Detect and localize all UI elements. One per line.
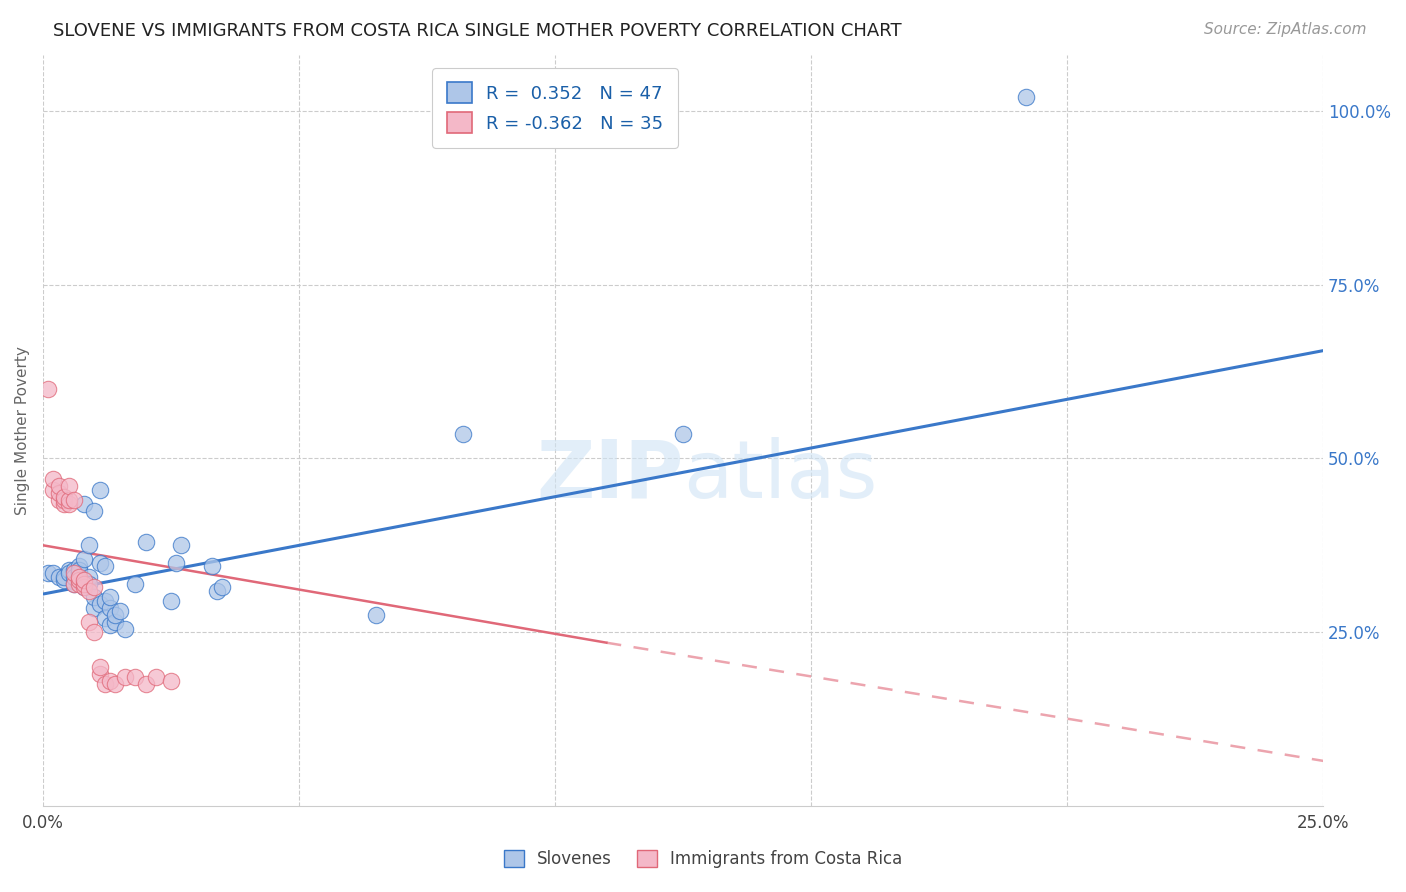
Point — [73, 580, 96, 594]
Point — [42, 566, 65, 581]
Point — [63, 576, 86, 591]
Point — [104, 615, 127, 629]
Point — [83, 625, 105, 640]
Point — [83, 503, 105, 517]
Point — [93, 559, 115, 574]
Point — [48, 479, 70, 493]
Point — [52, 573, 75, 587]
Point — [170, 538, 193, 552]
Point — [37, 382, 59, 396]
Point — [48, 569, 70, 583]
Point — [77, 615, 100, 629]
Point — [104, 677, 127, 691]
Point — [77, 569, 100, 583]
Point — [58, 493, 80, 508]
Point — [73, 580, 96, 594]
Point — [77, 576, 100, 591]
Point — [124, 576, 146, 591]
Point — [89, 598, 111, 612]
Point — [67, 563, 90, 577]
Point — [67, 576, 90, 591]
Point — [98, 618, 121, 632]
Point — [89, 667, 111, 681]
Point — [93, 677, 115, 691]
Point — [48, 486, 70, 500]
Point — [73, 552, 96, 566]
Point — [1015, 90, 1038, 104]
Point — [67, 569, 90, 583]
Point — [145, 670, 167, 684]
Point — [48, 493, 70, 508]
Text: ZIP: ZIP — [536, 437, 683, 515]
Point — [67, 566, 90, 581]
Point — [77, 538, 100, 552]
Point — [52, 497, 75, 511]
Text: atlas: atlas — [683, 437, 877, 515]
Point — [108, 604, 131, 618]
Point — [104, 607, 127, 622]
Y-axis label: Single Mother Poverty: Single Mother Poverty — [15, 346, 30, 515]
Point — [83, 580, 105, 594]
Point — [58, 479, 80, 493]
Point — [451, 427, 474, 442]
Point — [73, 573, 96, 587]
Point — [135, 534, 157, 549]
Point — [672, 427, 695, 442]
Legend: R =  0.352   N = 47, R = -0.362   N = 35: R = 0.352 N = 47, R = -0.362 N = 35 — [432, 68, 678, 147]
Point — [58, 563, 80, 577]
Point — [93, 611, 115, 625]
Point — [89, 556, 111, 570]
Point — [114, 670, 136, 684]
Point — [98, 601, 121, 615]
Point — [135, 677, 157, 691]
Legend: Slovenes, Immigrants from Costa Rica: Slovenes, Immigrants from Costa Rica — [496, 843, 910, 875]
Point — [63, 493, 86, 508]
Point — [160, 673, 183, 688]
Point — [207, 583, 229, 598]
Point — [89, 660, 111, 674]
Point — [37, 566, 59, 581]
Point — [98, 591, 121, 605]
Point — [58, 566, 80, 581]
Point — [73, 576, 96, 591]
Point — [124, 670, 146, 684]
Point — [160, 594, 183, 608]
Text: SLOVENE VS IMMIGRANTS FROM COSTA RICA SINGLE MOTHER POVERTY CORRELATION CHART: SLOVENE VS IMMIGRANTS FROM COSTA RICA SI… — [53, 22, 903, 40]
Point — [63, 569, 86, 583]
Point — [98, 673, 121, 688]
Point — [63, 563, 86, 577]
Point — [93, 594, 115, 608]
Point — [52, 493, 75, 508]
Point — [63, 576, 86, 591]
Point — [114, 622, 136, 636]
Point — [42, 472, 65, 486]
Text: Source: ZipAtlas.com: Source: ZipAtlas.com — [1204, 22, 1367, 37]
Point — [58, 497, 80, 511]
Point — [211, 580, 233, 594]
Point — [83, 591, 105, 605]
Point — [83, 601, 105, 615]
Point — [165, 556, 187, 570]
Point — [63, 566, 86, 581]
Point — [52, 569, 75, 583]
Point — [77, 583, 100, 598]
Point — [364, 607, 387, 622]
Point — [52, 490, 75, 504]
Point — [89, 483, 111, 497]
Point — [67, 559, 90, 574]
Point — [42, 483, 65, 497]
Point — [201, 559, 224, 574]
Point — [67, 573, 90, 587]
Point — [73, 497, 96, 511]
